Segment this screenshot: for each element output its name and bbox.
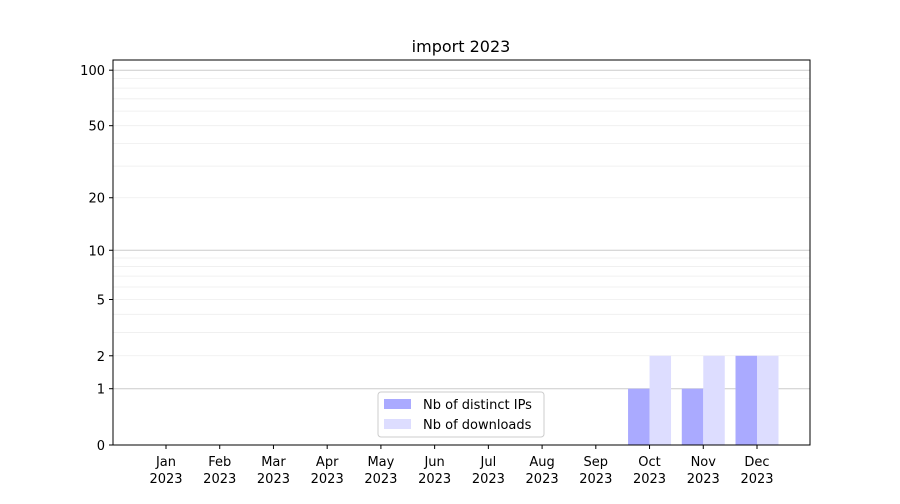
legend-swatch <box>384 419 411 429</box>
legend-swatch <box>384 399 411 409</box>
bar-distinct-ips <box>628 388 650 445</box>
bar-distinct-ips <box>681 388 704 445</box>
x-tick-label-year: 2023 <box>633 472 666 487</box>
x-tick-label-month: Mar <box>261 455 286 470</box>
x-tick-label-month: Dec <box>744 455 769 470</box>
y-tick-label: 0 <box>97 439 105 454</box>
legend-frame <box>377 391 545 438</box>
x-tick-label-year: 2023 <box>311 472 344 487</box>
x-tick-label-month: Apr <box>316 455 339 470</box>
x-tick-label-year: 2023 <box>472 472 505 487</box>
x-tick-label-year: 2023 <box>364 472 397 487</box>
x-tick-label-month: Feb <box>208 455 231 470</box>
legend-label: Nb of distinct IPs <box>423 398 532 413</box>
y-tick-label: 20 <box>88 192 105 207</box>
x-tick-label-month: Aug <box>529 455 554 470</box>
x-tick-label-month: Nov <box>691 455 717 470</box>
x-tick-label-month: Oct <box>638 455 660 470</box>
x-tick-label-year: 2023 <box>418 472 451 487</box>
chart-title: import 2023 <box>412 37 511 56</box>
legend-label: Nb of downloads <box>423 418 532 433</box>
x-tick-label-month: May <box>367 455 394 470</box>
x-tick-label-month: Jun <box>423 455 444 470</box>
y-tick-label: 5 <box>97 293 105 308</box>
bar-distinct-ips <box>735 355 757 445</box>
bar-downloads <box>703 355 725 445</box>
bar-downloads <box>757 355 779 445</box>
bar-downloads <box>649 355 672 445</box>
plot-frame <box>112 59 811 446</box>
x-tick-label-year: 2023 <box>257 472 290 487</box>
x-tick-label-month: Jul <box>480 455 497 470</box>
x-tick-label-year: 2023 <box>687 472 720 487</box>
x-tick-label-year: 2023 <box>149 472 182 487</box>
x-tick-label-year: 2023 <box>526 472 559 487</box>
x-tick-label-year: 2023 <box>203 472 236 487</box>
x-tick-label-month: Sep <box>584 455 609 470</box>
y-tick-label: 1 <box>97 383 105 398</box>
legend: Nb of distinct IPs Nb of downloads <box>377 391 545 438</box>
x-tick-label-year: 2023 <box>740 472 773 487</box>
y-tick-label: 2 <box>97 350 105 365</box>
y-tick-label: 100 <box>80 64 105 79</box>
x-tick-label-year: 2023 <box>579 472 612 487</box>
y-tick-label: 10 <box>88 244 105 259</box>
x-tick-label-month: Jan <box>155 455 176 470</box>
y-tick-label: 50 <box>88 120 105 135</box>
